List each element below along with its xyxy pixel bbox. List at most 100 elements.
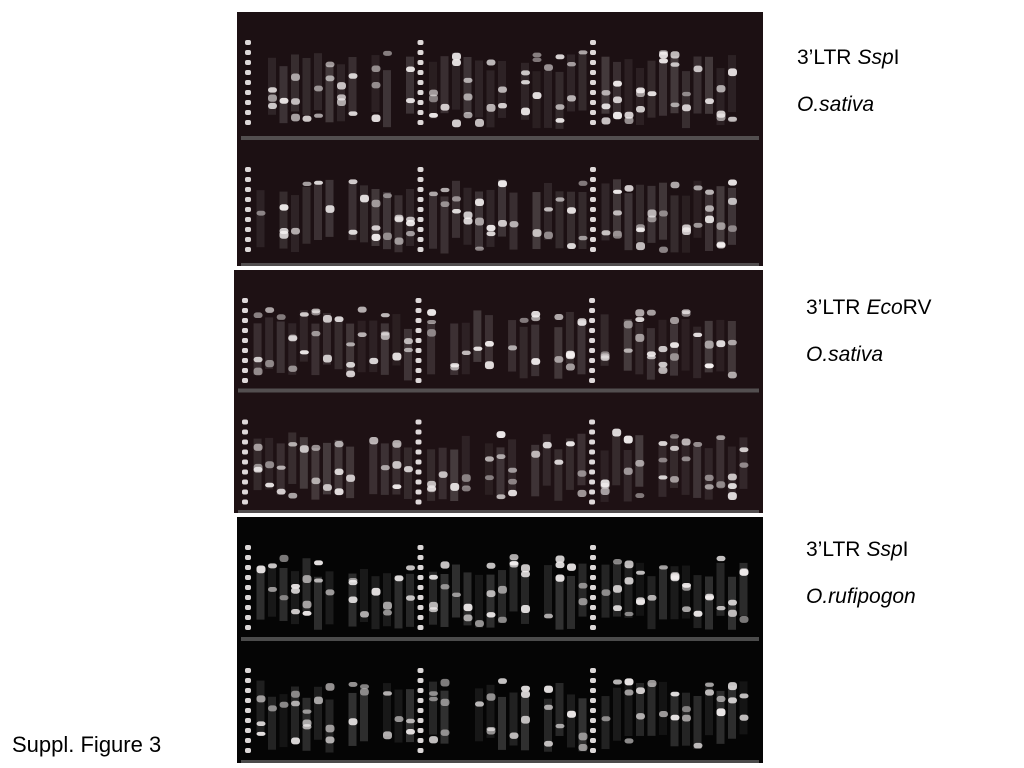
lane-smear <box>291 195 299 253</box>
band <box>555 118 565 123</box>
band <box>647 595 657 601</box>
band <box>291 609 300 615</box>
band <box>291 73 300 81</box>
ladder-band <box>415 308 422 313</box>
lane-smear <box>475 60 483 118</box>
lane-smear <box>555 682 564 736</box>
lane-smear <box>519 326 528 379</box>
lane-smear <box>727 446 736 499</box>
lane-smear <box>383 192 391 250</box>
band <box>716 695 726 702</box>
ladder-band <box>245 585 251 590</box>
band <box>371 199 381 208</box>
ladder-band <box>589 449 596 455</box>
band <box>279 595 289 601</box>
band <box>635 493 645 499</box>
band <box>739 693 749 699</box>
band <box>716 113 726 121</box>
lane-smear <box>567 191 575 249</box>
ladder-band <box>589 298 596 303</box>
band <box>693 222 703 228</box>
lane-smear <box>440 690 449 744</box>
band <box>325 61 335 68</box>
band <box>383 193 392 199</box>
lane-smear <box>461 435 470 488</box>
band <box>452 52 461 61</box>
band <box>486 224 496 232</box>
band <box>299 445 309 453</box>
lane-smear <box>555 576 564 630</box>
lane-smear <box>728 685 736 739</box>
band <box>371 65 381 72</box>
ladder-band <box>245 60 251 65</box>
band <box>659 210 668 217</box>
band <box>383 232 392 240</box>
lane-smear <box>565 311 574 364</box>
band <box>670 317 680 324</box>
lane-smear <box>739 437 748 489</box>
band <box>473 346 483 351</box>
ladder-band <box>245 70 251 75</box>
ladder-band <box>590 177 596 182</box>
band <box>406 565 415 571</box>
band <box>429 691 438 696</box>
ladder-band <box>242 489 248 495</box>
lane-smear <box>693 446 702 498</box>
band <box>508 478 518 485</box>
band <box>636 687 645 694</box>
lane-smear <box>636 184 644 242</box>
band <box>427 320 437 325</box>
band <box>484 475 494 481</box>
lane-smear <box>314 53 322 111</box>
ladder-band <box>589 439 596 445</box>
band <box>659 565 668 570</box>
ladder-band <box>417 187 424 192</box>
band <box>544 740 553 747</box>
lane-smear <box>256 680 265 734</box>
band <box>484 456 494 462</box>
ladder-band <box>415 489 422 495</box>
lane-smear <box>291 686 299 740</box>
ladder-band <box>245 718 251 723</box>
band <box>658 441 668 446</box>
band <box>716 708 726 717</box>
lane-smear <box>554 449 563 501</box>
lane-smear <box>371 576 380 630</box>
band <box>578 744 588 752</box>
band <box>670 102 680 108</box>
band <box>624 560 634 569</box>
lane-smear <box>311 448 320 500</box>
band <box>371 233 381 241</box>
band <box>521 604 530 613</box>
band <box>647 91 657 97</box>
band <box>452 209 461 214</box>
ladder-band <box>245 237 251 242</box>
band <box>636 570 645 575</box>
band <box>311 308 321 314</box>
ladder-band <box>415 328 422 333</box>
band <box>463 93 473 101</box>
band <box>498 678 507 684</box>
band <box>348 681 358 687</box>
ladder-band <box>590 247 596 252</box>
band <box>578 50 588 55</box>
band <box>380 331 390 336</box>
band <box>613 230 622 239</box>
band <box>635 459 645 467</box>
band <box>314 560 323 566</box>
band <box>498 219 507 227</box>
band <box>475 118 484 127</box>
band <box>486 103 496 112</box>
band <box>406 66 415 73</box>
lane-smear <box>532 192 541 250</box>
enzyme-label: 3’LTR SspI <box>806 539 916 586</box>
lane-smear <box>728 187 736 245</box>
lane-smear <box>360 569 368 622</box>
ladder-band <box>590 718 596 723</box>
lane-smear <box>624 564 633 618</box>
band <box>565 441 575 447</box>
lane-smear <box>265 317 274 369</box>
lane-smear <box>578 53 587 111</box>
ladder-band <box>417 605 424 610</box>
ladder-band <box>589 499 596 505</box>
